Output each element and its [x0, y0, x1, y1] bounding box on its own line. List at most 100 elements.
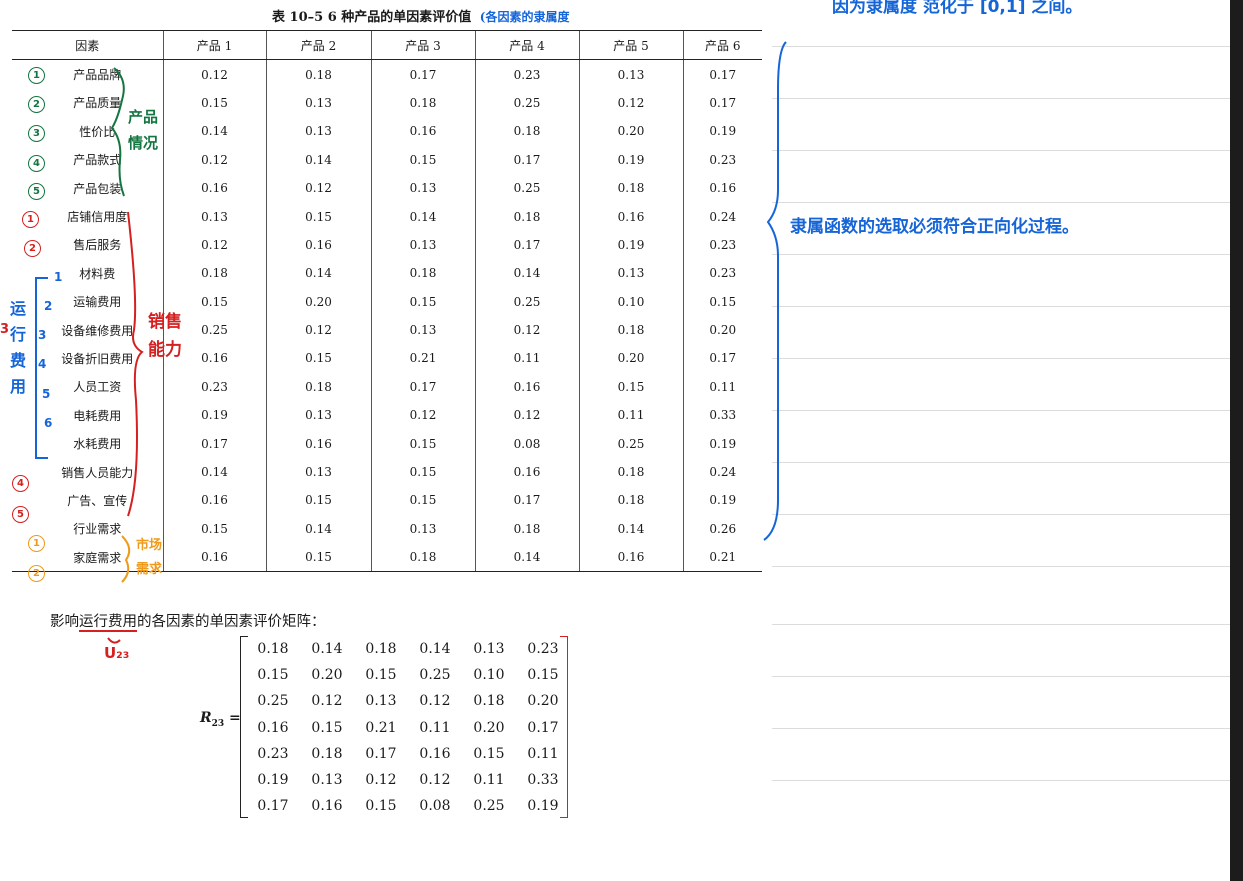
market-label-line-1: 市场 — [136, 538, 163, 553]
table-row: 运输费用 0.15 0.20 0.15 0.25 0.10 0.15 — [12, 287, 762, 316]
cost-sub-number-1: 1 — [54, 270, 63, 284]
matrix-cell: 0.11 — [527, 745, 559, 762]
value-cell: 0.18 — [370, 543, 475, 573]
matrix-cell: 0.17 — [365, 745, 397, 762]
value-cell: 0.19 — [578, 230, 683, 260]
value-cell: 0.17 — [682, 344, 762, 373]
circle-number-2-orange: 2 — [28, 565, 45, 582]
circle-number-1-orange: 1 — [28, 535, 45, 552]
matrix-row: 0.16 0.15 0.21 0.11 0.20 0.17 — [246, 715, 570, 741]
value-cell: 0.16 — [265, 429, 371, 458]
value-cell: 0.15 — [682, 287, 762, 316]
matrix-row: 0.25 0.12 0.13 0.12 0.18 0.20 — [246, 688, 570, 714]
matrix-cell: 0.15 — [365, 667, 397, 684]
header-product-5: 产品 5 — [578, 29, 683, 61]
matrix-cell: 0.18 — [257, 641, 289, 658]
value-cell: 0.17 — [474, 230, 579, 260]
value-cell: 0.16 — [162, 344, 266, 373]
matrix-right-bracket — [560, 636, 568, 818]
value-cell: 0.13 — [162, 202, 266, 231]
value-cell: 0.20 — [578, 344, 683, 373]
value-cell: 0.12 — [474, 315, 579, 345]
value-cell: 0.16 — [370, 117, 475, 146]
factor-cell: 广告、宣传 — [67, 493, 128, 508]
value-cell: 0.17 — [474, 145, 579, 174]
matrix-cell: 0.20 — [527, 693, 559, 710]
table-row: 行业需求 0.15 0.14 0.13 0.18 0.14 0.26 — [12, 514, 762, 544]
value-cell: 0.25 — [474, 287, 579, 316]
value-cell: 0.18 — [162, 259, 266, 288]
value-cell: 0.24 — [682, 457, 762, 487]
value-cell: 0.14 — [162, 457, 266, 487]
value-cell: 0.15 — [162, 514, 266, 544]
factor-cell: 店铺信用度 — [67, 210, 128, 225]
circle-number-1-green: 1 — [28, 67, 45, 84]
product-group-label: 产品 情况 — [128, 104, 158, 156]
table-row: 销售人员能力 0.14 0.13 0.15 0.16 0.18 0.24 — [12, 457, 762, 487]
value-cell: 0.21 — [682, 543, 762, 573]
value-cell: 0.19 — [578, 145, 683, 174]
factor-cell: 性价比 — [79, 124, 116, 139]
caption-handwritten-note: (各因素的隶属度 — [479, 10, 570, 24]
cost-label-char-4: 用 — [10, 377, 27, 396]
matrix-symbol-subscript: 23 — [211, 718, 225, 729]
value-cell: 0.16 — [265, 230, 371, 260]
circle-number-2-green: 2 — [28, 96, 45, 113]
matrix-cell: 0.08 — [419, 798, 451, 815]
matrix-row: 0.18 0.14 0.18 0.14 0.13 0.23 — [246, 636, 570, 662]
value-cell: 0.12 — [474, 401, 579, 430]
value-cell: 0.26 — [682, 514, 762, 544]
value-cell: 0.12 — [162, 230, 266, 260]
matrix-cell: 0.20 — [473, 719, 505, 736]
factor-cell: 设备维修费用 — [61, 323, 134, 338]
table-header-row: 因素 产品 1 产品 2 产品 3 产品 4 产品 5 产品 6 — [12, 29, 762, 61]
matrix-cell: 0.23 — [527, 641, 559, 658]
value-cell: 0.11 — [578, 401, 683, 430]
matrix-cell: 0.13 — [365, 693, 397, 710]
value-cell: 0.14 — [474, 259, 579, 288]
factor-cell: 产品包装 — [73, 181, 122, 196]
factor-cell: 产品品牌 — [73, 68, 122, 83]
cost-group-label: 运 行 费 用 — [10, 296, 26, 400]
value-cell: 0.19 — [162, 401, 266, 430]
value-cell: 0.12 — [162, 145, 266, 174]
factor-cell: 产品质量 — [73, 96, 122, 111]
matrix-cell: 0.25 — [257, 693, 289, 710]
factor-cell: 销售人员能力 — [61, 465, 134, 480]
value-cell: 0.12 — [162, 59, 266, 89]
matrix-caption-prefix: 影响 — [50, 614, 79, 630]
matrix-cell: 0.16 — [257, 719, 289, 736]
value-cell: 0.15 — [162, 287, 266, 316]
matrix-cell: 0.14 — [419, 641, 451, 658]
matrix-row: 0.15 0.20 0.15 0.25 0.10 0.15 — [246, 662, 570, 688]
value-cell: 0.16 — [474, 372, 579, 402]
caption-printed: 表 10–5 6 种产品的单因素评价值 — [272, 10, 472, 25]
top-right-note: 因为隶属度 范化于 [0,1] 之间。 — [832, 0, 1083, 17]
matrix-cell: 0.14 — [311, 641, 343, 658]
matrix-cell: 0.12 — [311, 693, 343, 710]
cost-sub-number-4: 4 — [38, 357, 47, 371]
matrix-caption-underlined: 运行费用 — [79, 614, 137, 632]
value-cell: 0.15 — [370, 429, 475, 458]
factor-cell: 人员工资 — [73, 380, 122, 395]
value-cell: 0.20 — [265, 287, 371, 316]
matrix-row: 0.19 0.13 0.12 0.12 0.11 0.33 — [246, 767, 570, 793]
value-cell: 0.14 — [265, 514, 371, 544]
table-row: 水耗费用 0.17 0.16 0.15 0.08 0.25 0.19 — [12, 429, 762, 458]
matrix-cell: 0.13 — [311, 772, 343, 789]
table-row: 性价比 0.14 0.13 0.16 0.18 0.20 0.19 — [12, 117, 762, 146]
scrollbar[interactable] — [1230, 0, 1243, 881]
value-cell: 0.18 — [265, 372, 371, 402]
factor-cell: 材料费 — [79, 266, 116, 281]
matrix-cell: 0.25 — [473, 798, 505, 815]
value-cell: 0.13 — [265, 117, 371, 146]
header-factor: 因素 — [12, 29, 163, 61]
matrix-cell: 0.15 — [311, 719, 343, 736]
header-product-1: 产品 1 — [162, 29, 266, 61]
header-product-6: 产品 6 — [682, 29, 762, 61]
value-cell: 0.16 — [474, 457, 579, 487]
value-cell: 0.15 — [162, 88, 266, 118]
value-cell: 0.15 — [265, 344, 371, 373]
value-cell: 0.23 — [162, 372, 266, 402]
table-row: 电耗费用 0.19 0.13 0.12 0.12 0.11 0.33 — [12, 401, 762, 430]
